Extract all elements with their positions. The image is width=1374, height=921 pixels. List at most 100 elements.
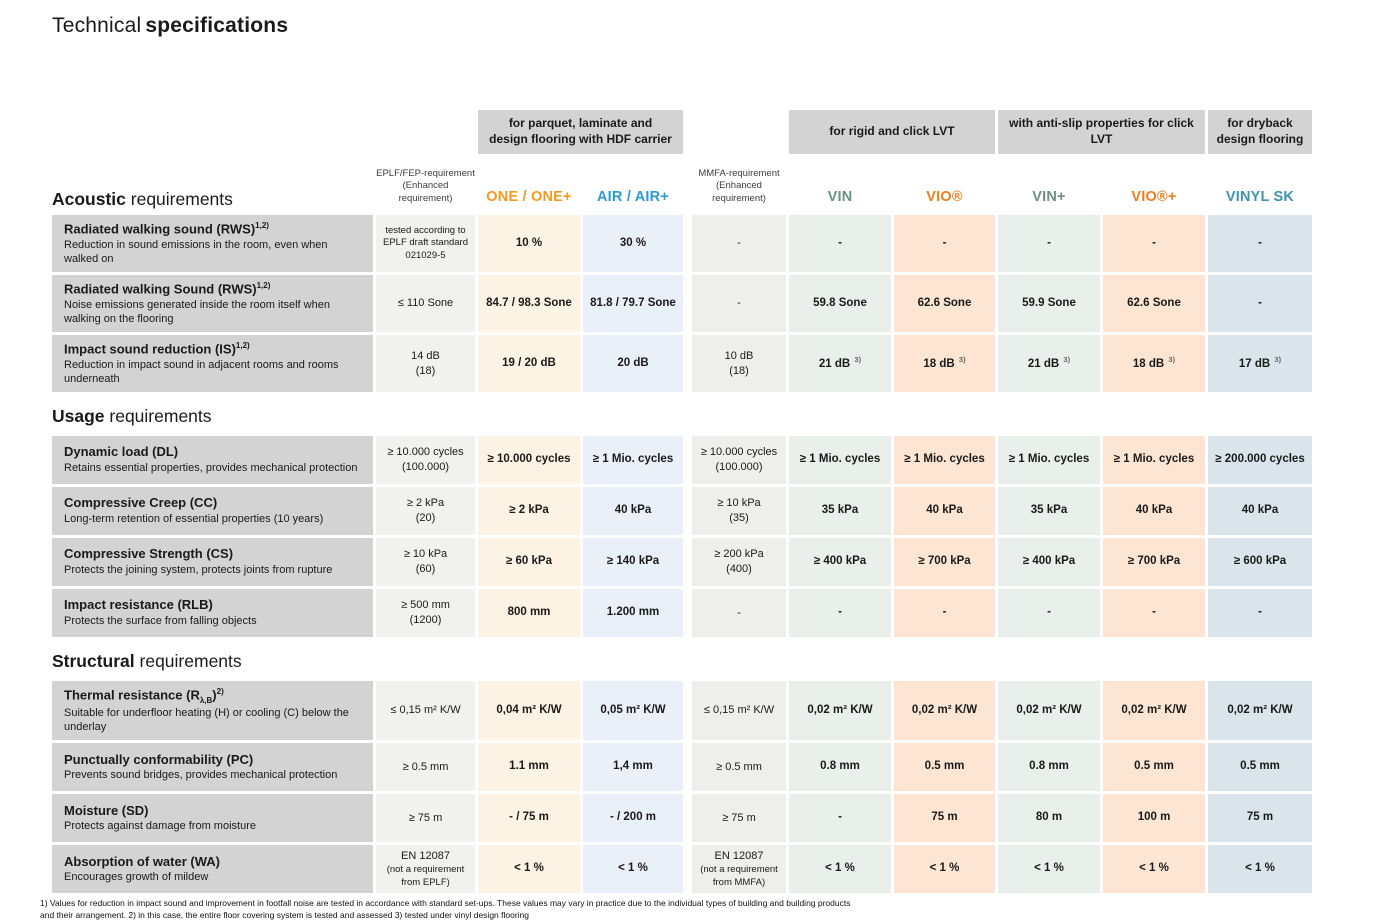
value-cell-vinp: 80 m xyxy=(998,794,1100,843)
value-cell-vinyl: - xyxy=(1208,215,1312,273)
spec-row: Dynamic load (DL) Retains essential prope… xyxy=(52,436,1312,485)
section-title-acoustic-bold: Acoustic xyxy=(52,189,126,210)
footnote: 1) Values for reduction in impact sound … xyxy=(40,898,1374,921)
spec-row: Radiated walking sound (RWS)1,2) Reductio… xyxy=(52,215,1312,273)
value-line: (1200) xyxy=(409,614,442,627)
column-header-vio: VIO® xyxy=(926,189,963,206)
page-title: Technical specifications xyxy=(52,14,1374,38)
value-line: 10 dB xyxy=(724,349,754,362)
value-cell-vin: - xyxy=(789,794,891,843)
row-label: Dynamic load (DL) Retains essential prope… xyxy=(52,436,373,485)
value-cell-air: 20 dB xyxy=(583,335,683,393)
group-header-row: for parquet, laminate and design floorin… xyxy=(52,110,1312,154)
row-label: Impact sound reduction (IS)1,2) Reduction… xyxy=(52,335,373,393)
row-description: Encourages growth of mildew xyxy=(64,871,209,884)
column-header-vinyl-sk: VINYL SK xyxy=(1225,189,1295,206)
spec-row: Thermal resistance (Rλ,B)2) Suitable for … xyxy=(52,681,1312,741)
value-line: ≥ 500 mm xyxy=(401,599,450,612)
value-cell-mmfa: - xyxy=(692,215,786,273)
value-cell-mmfa: ≥ 200 kPa (400) xyxy=(692,538,786,587)
value-note: (not a requirement from EPLF) xyxy=(386,864,465,888)
value-line: (18) xyxy=(729,364,749,377)
row-description: Reduction in impact sound in adjacent ro… xyxy=(64,359,339,385)
value-line: ≥ 10.000 cycles xyxy=(387,446,464,459)
row-description: Protects the surface from falling object… xyxy=(64,615,257,628)
value-cell-vinyl: 40 kPa xyxy=(1208,487,1312,536)
column-header-mmfa: MMFA-requirement (Enhanced requirement) xyxy=(692,168,786,212)
value-cell-air: 0,05 m² K/W xyxy=(583,681,683,741)
value-cell-eplf: 14 dB (18) xyxy=(376,335,475,393)
column-header-one: ONE / ONE+ xyxy=(486,189,572,206)
value-cell-vinyl: ≥ 200.000 cycles xyxy=(1208,436,1312,485)
value-cell-one: 800 mm xyxy=(478,589,580,638)
value-line: 14 dB xyxy=(411,349,440,362)
section-title-usage-bold: Usage xyxy=(52,406,105,427)
column-header-eplf: EPLF/FEP-requirement (Enhanced requireme… xyxy=(376,168,475,212)
spec-row: Punctually conformability (PC) Prevents s… xyxy=(52,743,1312,792)
row-title: Compressive Creep (CC) xyxy=(64,495,218,511)
value-line: (20) xyxy=(415,512,436,525)
column-header-eplf-line2: (Enhanced requirement) xyxy=(398,180,453,204)
value-cell-eplf: ≤ 110 Sone xyxy=(376,275,475,333)
value-line: (35) xyxy=(729,512,749,525)
value-cell-viop: 100 m xyxy=(1103,794,1205,843)
value-cell-air: ≥ 1 Mio. cycles xyxy=(583,436,683,485)
section-structural-rows: Thermal resistance (Rλ,B)2) Suitable for … xyxy=(52,681,1312,894)
row-label: Compressive Strength (CS) Protects the jo… xyxy=(52,538,373,587)
value-cell-eplf: ≥ 0.5 mm xyxy=(376,743,475,792)
value-cell-one: 19 / 20 dB xyxy=(478,335,580,393)
value-cell-vin: - xyxy=(789,589,891,638)
row-label: Compressive Creep (CC) Long-term retentio… xyxy=(52,487,373,536)
value-cell-viop: - xyxy=(1103,589,1205,638)
value-cell-mmfa: ≥ 0.5 mm xyxy=(692,743,786,792)
group-header-antislip-click-lvt: with anti-slip properties for click LVT xyxy=(998,110,1205,154)
column-gap xyxy=(686,681,689,740)
spec-row: Impact resistance (RLB) Protects the surf… xyxy=(52,589,1312,638)
row-title: Absorption of water (WA) xyxy=(64,853,220,869)
footnote-line-1: 1) Values for reduction in impact sound … xyxy=(40,898,851,909)
value-cell-air: - / 200 m xyxy=(583,794,683,843)
value-cell-vio: < 1 % xyxy=(894,845,995,894)
spec-row: Radiated walking Sound (RWS)1,2) Noise em… xyxy=(52,275,1312,333)
value-cell-vinp: 0,02 m² K/W xyxy=(998,681,1100,741)
section-title-structural-rest: requirements xyxy=(134,651,242,672)
value-cell-vin: < 1 % xyxy=(789,845,891,894)
value-cell-eplf: ≥ 2 kPa (20) xyxy=(376,487,475,536)
column-header-vin: VIN xyxy=(827,189,853,206)
value-cell-viop: 0,02 m² K/W xyxy=(1103,681,1205,741)
section-usage-rows: Dynamic load (DL) Retains essential prope… xyxy=(52,436,1312,638)
row-title: Impact sound reduction (IS)1,2) xyxy=(64,341,250,357)
row-title: Radiated walking Sound (RWS)1,2) xyxy=(64,281,271,297)
value-cell-one: ≥ 2 kPa xyxy=(478,487,580,536)
value-cell-one: ≥ 60 kPa xyxy=(478,538,580,587)
value-cell-vio: 75 m xyxy=(894,794,995,843)
value-line: (100.000) xyxy=(401,461,450,474)
group-header-dryback: for dryback design flooring xyxy=(1208,110,1312,154)
column-gap xyxy=(686,275,689,332)
row-description: Noise emissions generated inside the roo… xyxy=(64,299,330,325)
group-header-parquet-laminate: for parquet, laminate and design floorin… xyxy=(478,110,683,154)
value-cell-vin: ≥ 400 kPa xyxy=(789,538,891,587)
value-cell-viop: 40 kPa xyxy=(1103,487,1205,536)
column-gap xyxy=(686,538,689,586)
value-cell-vinp: - xyxy=(998,215,1100,273)
row-title: Impact resistance (RLB) xyxy=(64,597,213,613)
value-cell-vinyl: 75 m xyxy=(1208,794,1312,843)
value-cell-vin: 21 dB 3) xyxy=(789,335,891,393)
value-cell-vinp: ≥ 1 Mio. cycles xyxy=(998,436,1100,485)
row-label: Radiated walking sound (RWS)1,2) Reductio… xyxy=(52,215,373,273)
value-line: (100.000) xyxy=(715,461,763,474)
value-cell-air: < 1 % xyxy=(583,845,683,894)
value-cell-vinyl: 0.5 mm xyxy=(1208,743,1312,792)
value-cell-vinyl: 0,02 m² K/W xyxy=(1208,681,1312,741)
value-cell-vin: 35 kPa xyxy=(789,487,891,536)
value-cell-viop: ≥ 1 Mio. cycles xyxy=(1103,436,1205,485)
value-cell-viop: - xyxy=(1103,215,1205,273)
value-cell-one: 0,04 m² K/W xyxy=(478,681,580,741)
value-cell-mmfa: ≥ 75 m xyxy=(692,794,786,843)
value-cell-one: 84.7 / 98.3 Sone xyxy=(478,275,580,333)
row-description: Long-term retention of essential propert… xyxy=(64,513,324,526)
value-cell-vinyl: - xyxy=(1208,275,1312,333)
spec-row: Moisture (SD) Protects against damage fro… xyxy=(52,794,1312,843)
